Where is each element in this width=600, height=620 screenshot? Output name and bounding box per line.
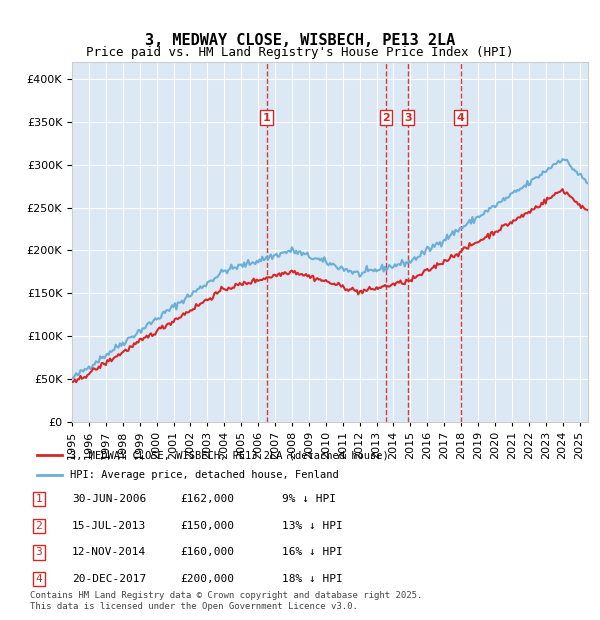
Text: 15-JUL-2013: 15-JUL-2013 [72,521,146,531]
Text: £160,000: £160,000 [180,547,234,557]
Text: 12-NOV-2014: 12-NOV-2014 [72,547,146,557]
Text: Price paid vs. HM Land Registry's House Price Index (HPI): Price paid vs. HM Land Registry's House … [86,46,514,59]
Text: 18% ↓ HPI: 18% ↓ HPI [282,574,343,584]
Text: 30-JUN-2006: 30-JUN-2006 [72,494,146,504]
Text: 1: 1 [35,494,43,504]
Text: 3: 3 [35,547,43,557]
Text: £150,000: £150,000 [180,521,234,531]
Text: 20-DEC-2017: 20-DEC-2017 [72,574,146,584]
Text: 2: 2 [35,521,43,531]
Text: £162,000: £162,000 [180,494,234,504]
Text: 3: 3 [404,113,412,123]
Text: £200,000: £200,000 [180,574,234,584]
Text: 4: 4 [35,574,43,584]
Text: 9% ↓ HPI: 9% ↓ HPI [282,494,336,504]
Text: Contains HM Land Registry data © Crown copyright and database right 2025.
This d: Contains HM Land Registry data © Crown c… [30,591,422,611]
Text: 4: 4 [457,113,464,123]
Text: 16% ↓ HPI: 16% ↓ HPI [282,547,343,557]
Text: 2: 2 [382,113,389,123]
Text: 3, MEDWAY CLOSE, WISBECH, PE13 2LA: 3, MEDWAY CLOSE, WISBECH, PE13 2LA [145,33,455,48]
Text: 13% ↓ HPI: 13% ↓ HPI [282,521,343,531]
Text: HPI: Average price, detached house, Fenland: HPI: Average price, detached house, Fenl… [70,469,338,479]
Text: 3, MEDWAY CLOSE, WISBECH, PE13 2LA (detached house): 3, MEDWAY CLOSE, WISBECH, PE13 2LA (deta… [70,451,388,461]
Text: 1: 1 [263,113,271,123]
